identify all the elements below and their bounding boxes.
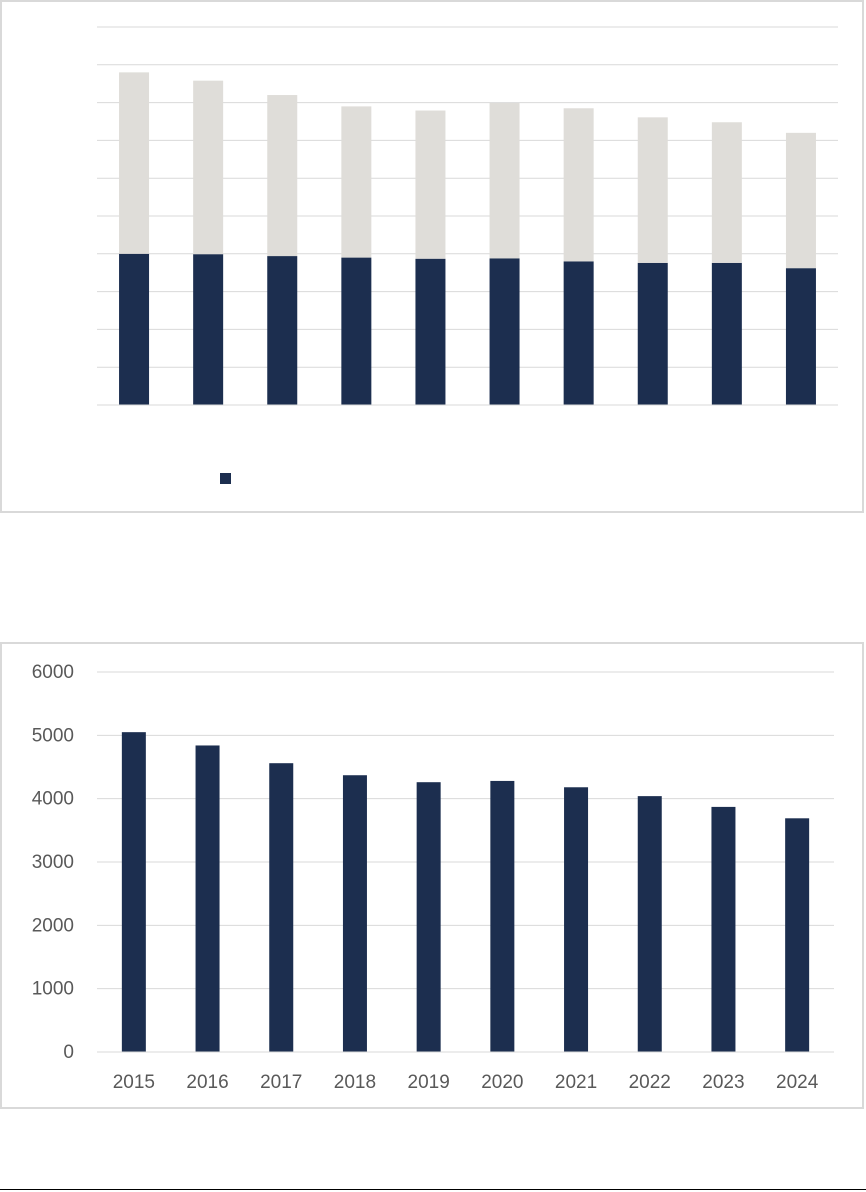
bar-2024 <box>785 818 810 1052</box>
bar-2020 <box>490 780 515 1052</box>
legend <box>220 473 231 484</box>
bar-2022-segment-2 <box>637 117 668 263</box>
stacked-bar-chart <box>0 0 864 513</box>
bar-2015 <box>121 732 146 1052</box>
x-tick-label: 2016 <box>186 1072 228 1093</box>
x-tick-label: 2015 <box>113 1072 155 1093</box>
bar-2020-segment-1 <box>489 258 520 405</box>
x-tick-label: 2024 <box>776 1072 819 1093</box>
bar-2016-segment-2 <box>193 80 224 255</box>
bar-2020-segment-2 <box>489 102 520 259</box>
bar-2021-segment-1 <box>563 261 594 405</box>
bar-2017-segment-2 <box>267 95 298 257</box>
page-bottom-rule <box>0 1189 866 1190</box>
x-axis-ticks: 2015 2016 2017 2018 2019 2020 2021 2022 2023 2024 <box>113 1072 819 1093</box>
bar-2015-segment-1 <box>119 253 150 405</box>
bar-2016 <box>195 745 220 1052</box>
bar-2019 <box>416 782 441 1052</box>
x-tick-label: 2020 <box>481 1072 523 1093</box>
bar-chart: 0 1000 2000 3000 4000 5000 6000 2015 2016 2017 20… <box>0 642 864 1109</box>
bar-2019-segment-2 <box>415 110 446 259</box>
bar-2023-segment-2 <box>711 122 742 263</box>
gridlines <box>97 671 834 990</box>
legend-marker <box>220 473 231 484</box>
bar-2017 <box>269 763 294 1052</box>
y-tick-label: 3000 <box>32 852 74 873</box>
bar-series <box>121 732 810 1052</box>
bar-2024-segment-2 <box>785 132 816 269</box>
bar-series <box>119 72 816 405</box>
bar-2023-segment-1 <box>711 262 742 405</box>
bar-2024-segment-1 <box>785 268 816 405</box>
x-tick-label: 2022 <box>629 1072 671 1093</box>
y-tick-label: 1000 <box>32 979 74 1000</box>
bar-2021-segment-2 <box>563 108 594 262</box>
x-tick-label: 2017 <box>260 1072 302 1093</box>
bar-2015-segment-2 <box>119 72 150 254</box>
y-tick-label: 5000 <box>32 725 74 746</box>
bar-2018-segment-2 <box>341 106 372 258</box>
bar-2018-segment-1 <box>341 257 372 405</box>
y-tick-label: 2000 <box>32 915 74 936</box>
bar-2022 <box>637 796 662 1052</box>
stacked-bar-chart-canvas <box>97 26 838 484</box>
x-tick-label: 2019 <box>408 1072 450 1093</box>
y-tick-label: 6000 <box>32 662 74 683</box>
bar-2017-segment-1 <box>267 256 298 405</box>
x-tick-label: 2023 <box>702 1072 744 1093</box>
bar-2023 <box>711 806 736 1052</box>
bar-2016-segment-1 <box>193 254 224 405</box>
x-tick-label: 2021 <box>555 1072 597 1093</box>
bar-2022-segment-1 <box>637 262 668 405</box>
bar-2021 <box>564 787 589 1052</box>
y-axis-ticks: 0 1000 2000 3000 4000 5000 6000 <box>32 662 74 1063</box>
bar-2019-segment-1 <box>415 258 446 405</box>
x-tick-label: 2018 <box>334 1072 376 1093</box>
y-tick-label: 4000 <box>32 789 74 810</box>
y-tick-label: 0 <box>63 1042 74 1063</box>
bar-2018 <box>342 775 367 1052</box>
